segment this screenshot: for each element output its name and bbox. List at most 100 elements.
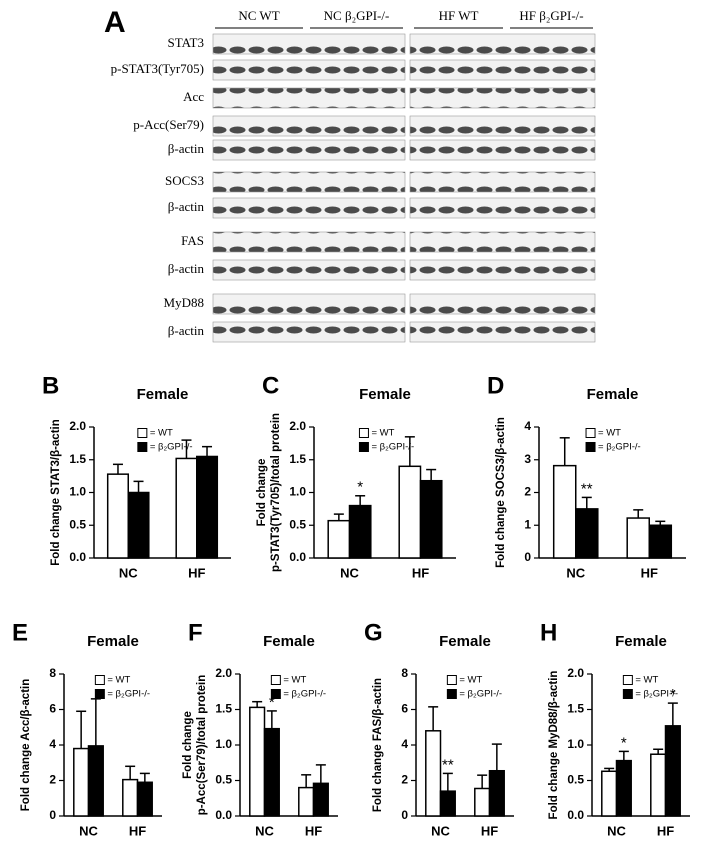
panel-letter: D <box>487 372 504 399</box>
bar <box>626 517 651 559</box>
chart-title: Female <box>439 633 491 650</box>
blot-strip <box>212 259 406 281</box>
x-tick-label: NC <box>340 565 359 580</box>
legend-label: = β₂GPI-/- <box>107 689 150 700</box>
bar <box>73 747 90 817</box>
chart-title: Female <box>137 386 189 403</box>
y-tick-label: 0.5 <box>215 773 232 787</box>
legend-swatch <box>358 428 369 438</box>
legend-swatch <box>585 442 596 452</box>
blot-row-label: Acc <box>183 89 204 104</box>
bar <box>474 787 491 817</box>
blot-strip <box>409 59 596 81</box>
y-axis-label: p-Acc(Ser79)/total protein <box>196 675 208 816</box>
y-tick-label: 1.5 <box>215 702 232 716</box>
x-tick-label: NC <box>255 823 274 838</box>
group-label: NC β₂GPI-/- <box>324 8 390 23</box>
panel-letter: B <box>42 372 59 399</box>
y-tick-label: 1.0 <box>69 485 86 499</box>
y-tick-label: 8 <box>49 666 56 680</box>
y-axis-label: Fold change SOCS3/β-actin <box>495 417 507 568</box>
legend-swatch <box>94 689 105 699</box>
legend-swatch <box>94 675 105 685</box>
legend-swatch <box>622 675 633 685</box>
significance-mark: * <box>621 734 627 751</box>
blot-strip <box>212 115 406 137</box>
legend-label: = WT <box>371 428 394 439</box>
blot-strip <box>409 33 596 55</box>
blot-strip <box>409 115 596 137</box>
legend-swatch <box>358 442 369 452</box>
bar <box>127 491 150 559</box>
bar <box>615 759 632 817</box>
legend-label: = WT <box>107 675 130 686</box>
bar <box>175 457 198 559</box>
bar <box>298 786 315 817</box>
blot-row-label: p-Acc(Ser79) <box>133 117 204 132</box>
legend-label: = β₂GPI-/- <box>150 442 193 453</box>
y-tick-label: 2.0 <box>289 419 306 433</box>
x-tick-label: HF <box>305 823 322 838</box>
x-tick-label: NC <box>431 823 450 838</box>
blot-row-label: β-actin <box>168 199 205 214</box>
chart-title: Female <box>587 386 639 403</box>
group-label: NC WT <box>238 8 279 23</box>
x-tick-label: NC <box>119 565 138 580</box>
blot-strip <box>409 171 596 193</box>
legend-swatch <box>446 689 457 699</box>
blot-row-label: MyD88 <box>164 295 204 310</box>
blot-row-label: β-actin <box>168 323 205 338</box>
x-tick-label: HF <box>657 823 674 838</box>
blot-strip <box>409 321 596 343</box>
panel-letter: A <box>104 6 126 39</box>
y-tick-label: 2.0 <box>567 666 584 680</box>
y-tick-label: 2 <box>401 773 408 787</box>
significance-mark: * <box>269 694 275 711</box>
blot-strip <box>212 87 406 109</box>
y-axis-label: Fold change <box>182 711 194 779</box>
y-tick-label: 0.5 <box>289 517 306 531</box>
bar <box>664 725 681 817</box>
legend-label: = β₂GPI-/- <box>371 442 414 453</box>
legend-swatch <box>622 689 633 699</box>
y-tick-label: 0 <box>49 808 56 822</box>
blot-strip <box>212 321 406 343</box>
y-tick-label: 6 <box>49 702 56 716</box>
legend-label: = WT <box>283 675 306 686</box>
bar <box>87 745 104 817</box>
legend-swatch <box>137 442 148 452</box>
bar <box>650 753 667 817</box>
blot-strip <box>409 197 596 219</box>
bar <box>648 524 673 559</box>
y-tick-label: 1.0 <box>567 737 584 751</box>
blot-row-label: SOCS3 <box>165 173 204 188</box>
legend-label: = β₂GPI-/- <box>283 689 326 700</box>
bar <box>601 770 618 817</box>
y-tick-label: 0.0 <box>69 550 86 564</box>
y-axis-label: Fold change FAS/β-actin <box>372 678 384 812</box>
chart-title: Female <box>359 386 411 403</box>
y-tick-label: 4 <box>524 419 531 433</box>
y-tick-label: 8 <box>401 666 408 680</box>
legend-label: = WT <box>150 428 173 439</box>
panel-letter: G <box>364 619 383 646</box>
y-axis-label: Fold change MyD88/β-actin <box>548 671 560 820</box>
bar <box>312 782 329 817</box>
bar <box>327 519 351 559</box>
x-tick-label: NC <box>79 823 98 838</box>
legend-label: = WT <box>598 428 621 439</box>
bar <box>398 465 422 559</box>
bar <box>488 769 505 817</box>
blot-strip <box>212 197 406 219</box>
bar <box>136 781 153 817</box>
chart-title: Female <box>615 633 667 650</box>
y-tick-label: 2.0 <box>215 666 232 680</box>
x-tick-label: HF <box>129 823 146 838</box>
blot-strip <box>409 139 596 161</box>
bar <box>196 455 219 559</box>
blot-strip <box>212 59 406 81</box>
legend-swatch <box>585 428 596 438</box>
blot-strip <box>409 259 596 281</box>
bar <box>425 730 442 817</box>
